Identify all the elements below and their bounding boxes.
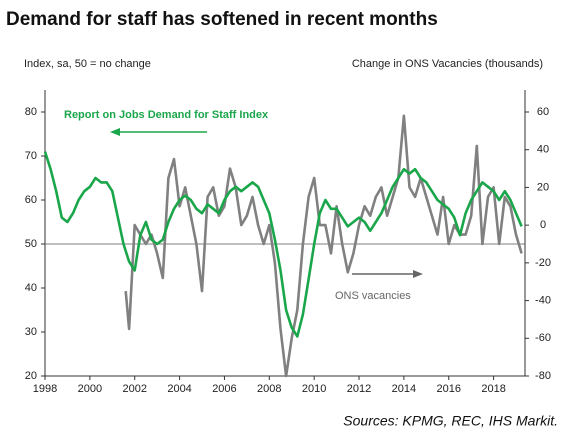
y2-tick-label: 0	[540, 219, 546, 231]
y2-tick-label: 20	[537, 181, 549, 193]
series-line	[124, 114, 523, 378]
x-tick-label: 2018	[481, 383, 505, 395]
plot-area	[44, 114, 523, 378]
x-tick-label: 2004	[167, 383, 191, 395]
annotation: ONS vacancies	[335, 290, 411, 302]
y-tick-label: 80	[25, 106, 37, 118]
y2-axis-label: Change in ONS Vacancies (thousands)	[352, 58, 543, 70]
source: Sources: KPMG, REC, IHS Markit.	[343, 413, 558, 429]
y2-tick-label: -20	[535, 257, 551, 269]
chart-title: Demand for staff has softened in recent …	[6, 9, 438, 30]
y-tick-label: 50	[25, 238, 37, 250]
x-tick-label: 2006	[212, 383, 236, 395]
x-tick-label: 2016	[436, 383, 460, 395]
series-line	[44, 151, 523, 338]
y-tick-label: 40	[25, 282, 37, 294]
y-axis-label: Index, sa, 50 = no change	[24, 58, 151, 70]
x-tick-label: 2008	[257, 383, 281, 395]
y2-tick-label: -60	[535, 332, 551, 344]
x-tick-label: 2012	[347, 383, 371, 395]
y-tick-label: 30	[25, 326, 37, 338]
x-tick-label: 2010	[302, 383, 326, 395]
x-tick-label: 1998	[33, 383, 57, 395]
arrowhead	[413, 270, 423, 278]
x-tick-label: 2002	[122, 383, 146, 395]
y-tick-label: 20	[25, 370, 37, 382]
y-tick-label: 70	[25, 150, 37, 162]
annotation: Report on Jobs Demand for Staff Index	[64, 109, 269, 121]
y2-tick-label: 40	[537, 144, 549, 156]
y2-tick-label: 60	[537, 106, 549, 118]
y2-tick-label: -40	[535, 294, 551, 306]
x-tick-label: 2000	[78, 383, 102, 395]
y-tick-label: 60	[25, 194, 37, 206]
arrowhead	[110, 128, 120, 136]
y2-tick-label: -80	[535, 370, 551, 382]
x-tick-label: 2014	[392, 383, 416, 395]
